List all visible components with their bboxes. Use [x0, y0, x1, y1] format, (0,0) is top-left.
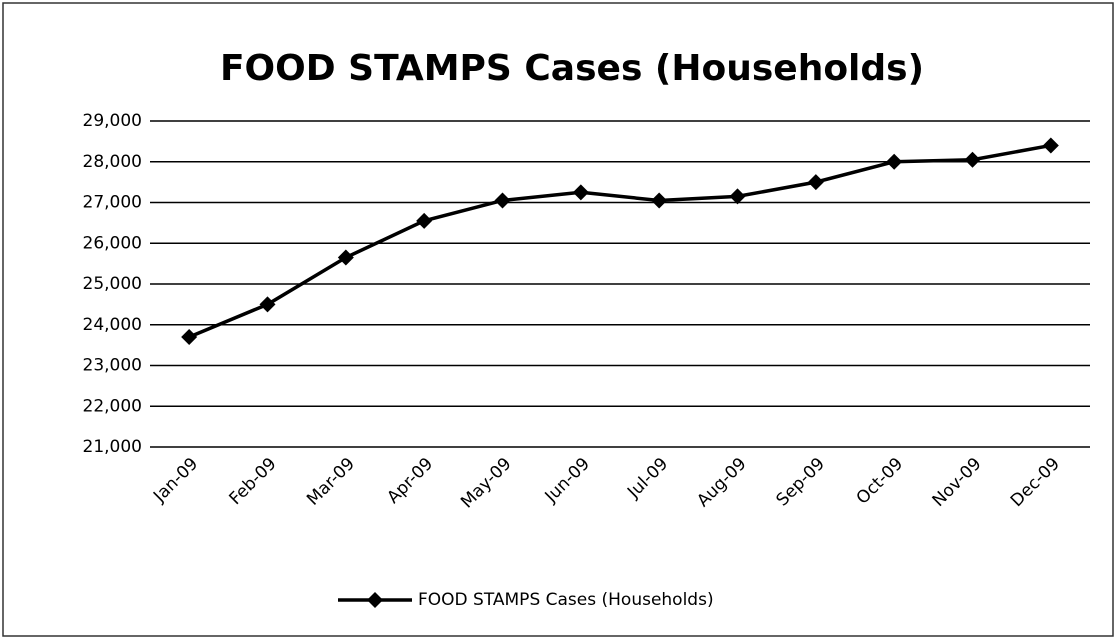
x-tick-label: Apr-09: [383, 454, 437, 508]
x-tick-label: May-09: [457, 454, 515, 512]
x-tick-label: Nov-09: [929, 454, 986, 511]
y-tick-label: 27,000: [83, 193, 142, 213]
marker: [337, 249, 354, 266]
y-tick-label: 29,000: [83, 111, 142, 131]
marker: [651, 192, 668, 209]
y-tick-label: 23,000: [83, 356, 142, 376]
x-tick-label: Jul-09: [623, 454, 672, 503]
marker: [416, 212, 433, 229]
marker: [964, 151, 981, 168]
marker: [181, 328, 198, 345]
y-tick-label: 25,000: [83, 274, 142, 294]
marker: [572, 184, 589, 201]
marker: [886, 153, 903, 170]
y-tick-label: 24,000: [83, 315, 142, 335]
marker: [259, 296, 276, 313]
x-tick-label: Dec-09: [1007, 454, 1064, 511]
marker: [494, 192, 511, 209]
line: [188, 143, 1052, 339]
x-tick-label: Feb-09: [226, 454, 281, 509]
x-tick-label: Jun-09: [541, 454, 594, 507]
y-tick-label: 28,000: [83, 152, 142, 172]
marker: [807, 174, 824, 191]
x-tick-label: Mar-09: [303, 454, 359, 510]
x-tick-label: Jan-09: [149, 454, 202, 507]
marker: [1042, 137, 1059, 154]
legend-label: FOOD STAMPS Cases (Households): [418, 590, 714, 610]
legend-marker: [367, 592, 383, 608]
x-tick-label: Sep-09: [772, 454, 828, 510]
y-tick-label: 26,000: [83, 233, 142, 253]
y-tick-label: 22,000: [83, 396, 142, 416]
y-tick-label: 21,000: [83, 437, 142, 457]
x-tick-label: Oct-09: [853, 454, 908, 509]
chart-title: FOOD STAMPS Cases (Households): [220, 48, 924, 89]
x-tick-label: Aug-09: [693, 454, 750, 511]
marker: [729, 188, 746, 205]
